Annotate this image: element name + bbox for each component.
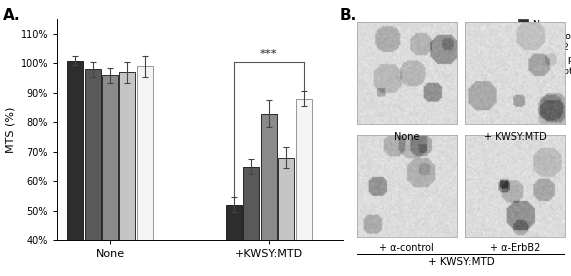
Bar bbox=[261, 113, 277, 240]
Text: + α-ErbB2: + α-ErbB2 bbox=[490, 243, 541, 253]
Bar bbox=[67, 60, 83, 240]
Bar bbox=[296, 99, 312, 240]
Bar bbox=[278, 158, 294, 240]
Text: + KWSY:MTD: + KWSY:MTD bbox=[428, 257, 494, 267]
Bar bbox=[102, 75, 118, 240]
Text: A.: A. bbox=[3, 8, 21, 23]
Bar bbox=[243, 166, 259, 240]
Text: + α-control: + α-control bbox=[380, 243, 434, 253]
Legend: None, α-control, α-ErbB2, control protein, EGF protein: None, α-control, α-ErbB2, control protei… bbox=[516, 17, 571, 78]
Text: + KWSY:MTD: + KWSY:MTD bbox=[484, 132, 546, 142]
Bar bbox=[226, 205, 242, 240]
Bar bbox=[119, 72, 135, 240]
Text: ***: *** bbox=[260, 49, 278, 59]
Bar bbox=[137, 67, 153, 240]
Text: None: None bbox=[394, 132, 420, 142]
Text: B.: B. bbox=[340, 8, 357, 23]
Y-axis label: MTS (%): MTS (%) bbox=[5, 107, 15, 153]
Bar bbox=[85, 69, 100, 240]
